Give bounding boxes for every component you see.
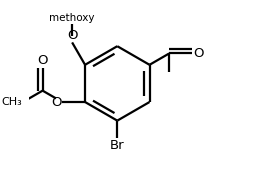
Text: O: O	[51, 95, 62, 109]
Text: O: O	[67, 29, 77, 42]
Text: Br: Br	[110, 139, 125, 152]
Text: methoxy: methoxy	[49, 13, 95, 23]
Text: O: O	[37, 54, 48, 67]
Text: O: O	[193, 47, 203, 60]
Text: CH₃: CH₃	[1, 97, 22, 107]
